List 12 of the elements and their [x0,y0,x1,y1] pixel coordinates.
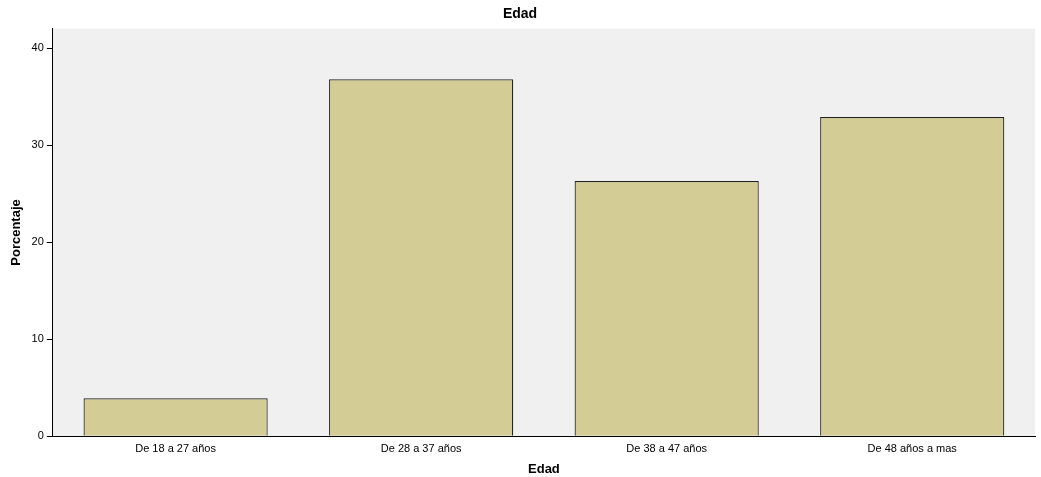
y-tick-label: 0 [37,429,44,442]
x-tick-label: De 28 a 37 años [380,441,463,454]
x-tick-label: De 18 a 27 años [135,441,217,454]
x-tick-label: De 48 años a mas [867,441,958,454]
y-tick-label: 10 [31,332,44,345]
x-tick-label: De 38 a 47 años [626,441,708,454]
chart-title: Edad [502,5,538,22]
y-tick-label: 40 [31,41,44,54]
y-axis-title: Porcentaje [8,199,24,266]
x-axis-title: Edad [528,460,560,476]
y-tick-label: 30 [31,138,44,151]
y-tick-label: 20 [31,235,44,248]
